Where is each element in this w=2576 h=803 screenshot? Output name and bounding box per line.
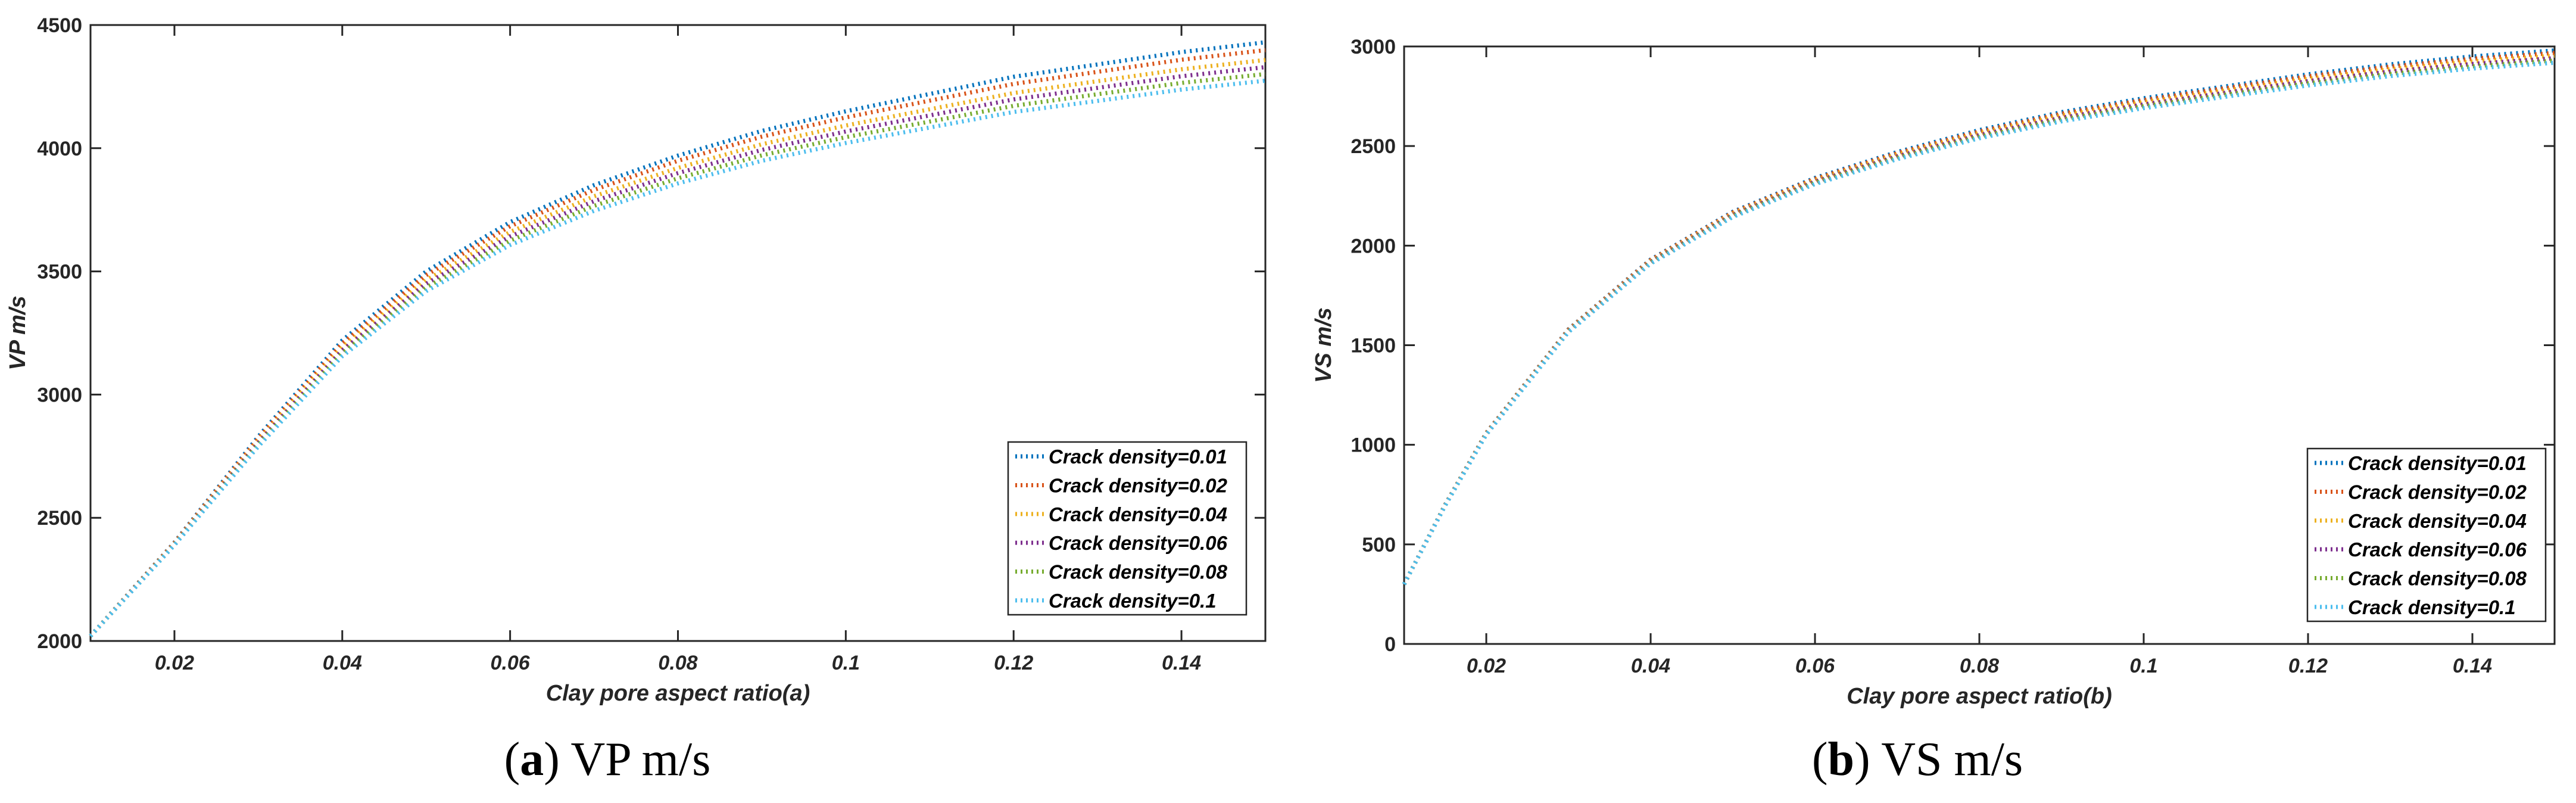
legend-entry: Crack density=0.04 <box>2348 510 2527 532</box>
x-tick-label: 0.06 <box>1795 655 1835 677</box>
legend-box <box>1007 441 1248 616</box>
legend-entry: Crack density=0.01 <box>1049 446 1227 468</box>
x-tick-label: 0.14 <box>1162 652 1201 674</box>
y-tick-label: 2000 <box>1351 235 1396 257</box>
x-tick-label: 0.1 <box>832 652 860 674</box>
x-tick-label: 0.08 <box>1960 655 1999 677</box>
x-tick-label: 0.12 <box>2288 655 2328 677</box>
legend-box <box>2306 447 2547 623</box>
y-tick-label: 0 <box>1384 633 1396 656</box>
legend-entry: Crack density=0.1 <box>2348 596 2516 618</box>
x-axis-label: Clay pore aspect ratio(b) <box>1847 684 2112 709</box>
chart-vs: 0.02 0.04 0.06 0.08 0.1 0.12 0.14 0 500 1000 1500 2… <box>1311 36 2556 709</box>
x-tick-label: 0.14 <box>2453 655 2492 677</box>
caption-b-letter: b <box>1827 733 1855 786</box>
y-axis-label: VS m/s <box>1311 307 1336 383</box>
y-tick-label: 1500 <box>1351 335 1396 357</box>
y-tick-label: 3500 <box>37 261 82 284</box>
legend-entry: Crack density=0.04 <box>1049 503 1227 525</box>
legend-entry: Crack density=0.1 <box>1049 590 1217 612</box>
x-tick-label: 0.06 <box>491 652 531 674</box>
y-tick-label: 3000 <box>1351 36 1396 58</box>
series-line-3 <box>89 65 1266 638</box>
legend-entry: Crack density=0.02 <box>2348 481 2527 503</box>
caption-a: (a) VP m/s <box>504 733 711 786</box>
y-tick-label: 2000 <box>37 630 82 653</box>
legend: Crack density=0.01 Crack density=0.02 Crac… <box>2306 447 2547 623</box>
y-tick-label: 2500 <box>37 507 82 530</box>
x-tick-label: 0.1 <box>2129 655 2157 677</box>
caption-b: (b) VS m/s <box>1811 733 2023 786</box>
y-tick-label: 4500 <box>37 14 82 37</box>
y-tick-label: 3000 <box>37 384 82 406</box>
y-axis-label: VP m/s <box>5 295 30 370</box>
caption-a-text: VP m/s <box>570 733 711 786</box>
legend-entry: Crack density=0.06 <box>2348 539 2527 561</box>
caption-b-text: VS m/s <box>1881 733 2023 786</box>
x-tick-label: 0.04 <box>1631 655 1670 677</box>
legend-entry: Crack density=0.02 <box>1049 475 1228 497</box>
legend-entry: Crack density=0.08 <box>1049 561 1228 583</box>
y-tick-label: 4000 <box>37 138 82 160</box>
x-axis-label: Clay pore aspect ratio(a) <box>546 681 810 706</box>
x-tick-label: 0.12 <box>994 652 1033 674</box>
y-tick-label: 500 <box>1362 534 1396 556</box>
y-tick-label: 2500 <box>1351 135 1396 158</box>
legend-entry: Crack density=0.01 <box>2348 452 2527 474</box>
legend: Crack density=0.01 Crack density=0.02 Crac… <box>1007 441 1248 616</box>
x-tick-label: 0.08 <box>658 652 697 674</box>
legend-entry: Crack density=0.08 <box>2348 568 2527 590</box>
series-line-0 <box>89 40 1266 638</box>
chart-vp: 0.02 0.04 0.06 0.08 0.1 0.12 0.14 2000 2500 3000 3… <box>5 14 1267 706</box>
x-tick-label: 0.02 <box>1467 655 1506 677</box>
x-tick-label: 0.02 <box>155 652 194 674</box>
x-tick-label: 0.04 <box>323 652 362 674</box>
legend-entry: Crack density=0.06 <box>1049 532 1228 554</box>
caption-a-letter: a <box>520 733 544 786</box>
y-tick-label: 1000 <box>1351 434 1396 457</box>
series-line-5 <box>89 79 1266 638</box>
